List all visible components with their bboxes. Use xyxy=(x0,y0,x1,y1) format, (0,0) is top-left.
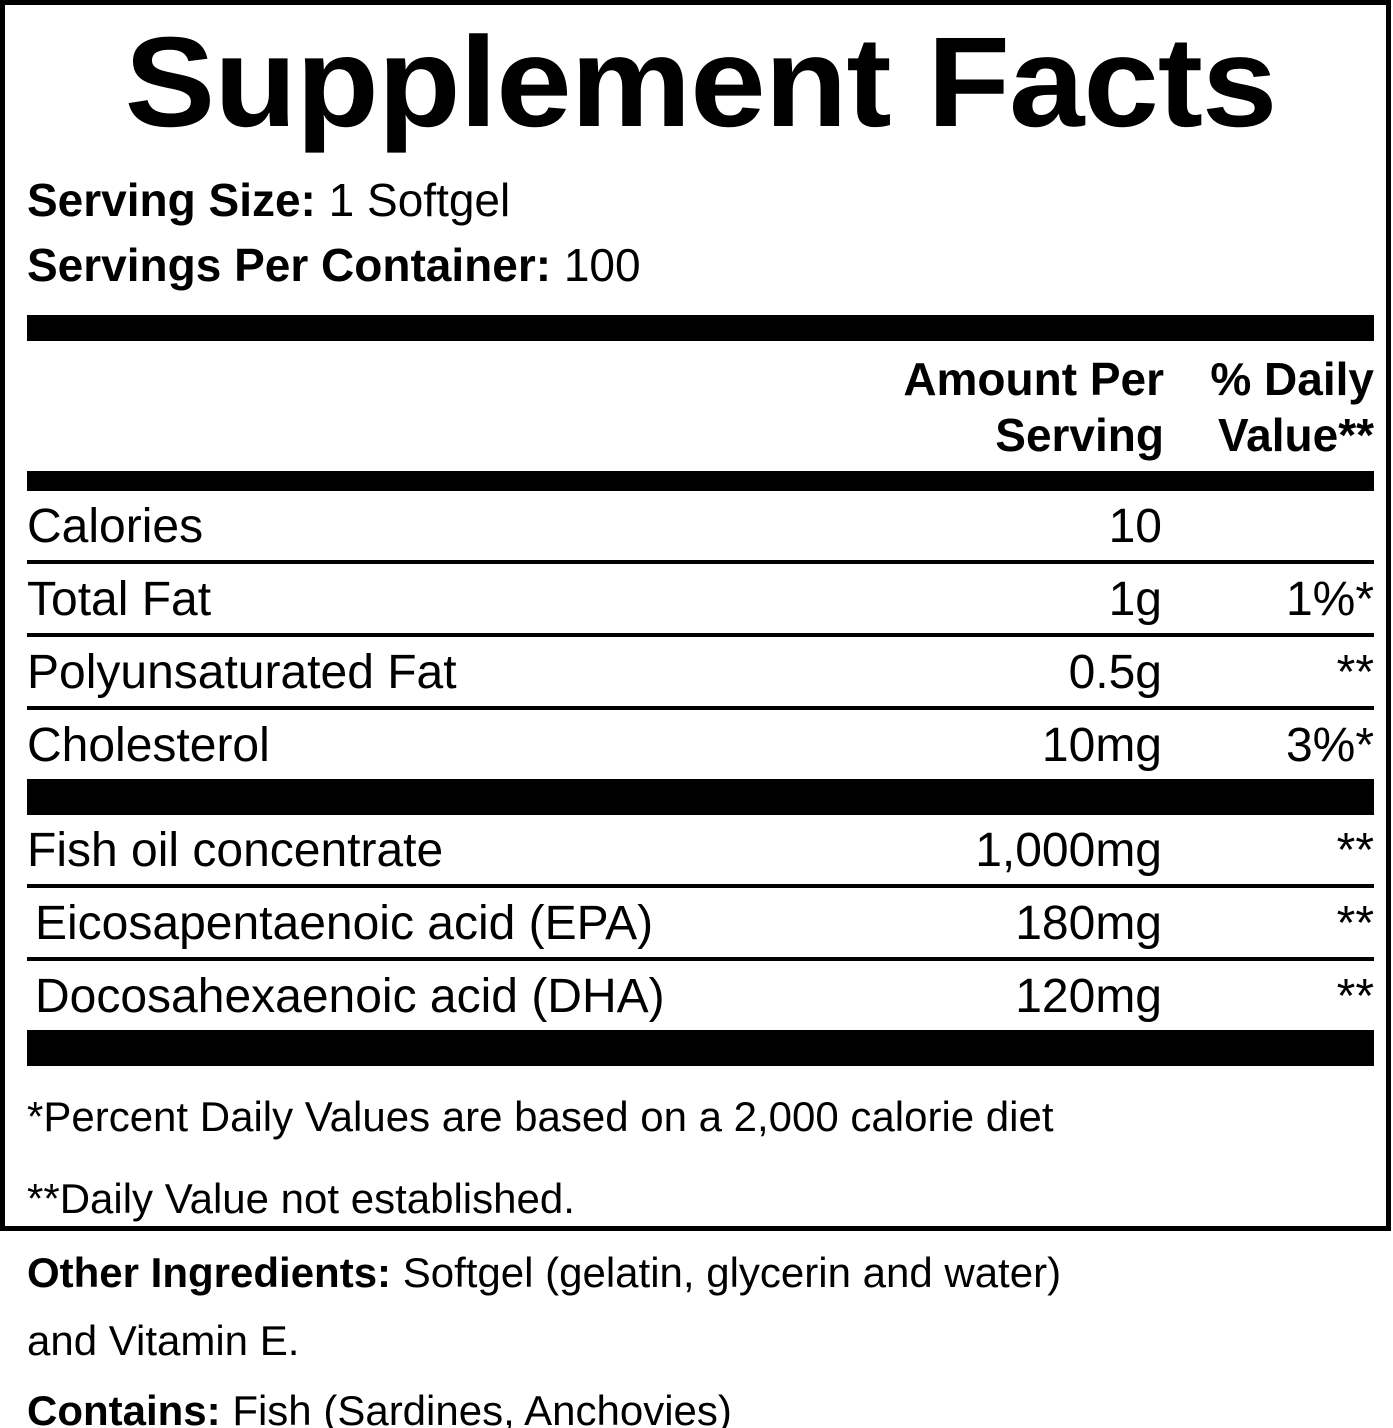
other-ingredients-line: Other Ingredients: Softgel (gelatin, gly… xyxy=(27,1252,1367,1294)
column-header-percent-daily-value: % Daily Value** xyxy=(1210,352,1374,461)
serving-size-line: Serving Size: 1 Softgel xyxy=(27,171,1374,230)
serving-size-value: 1 Softgel xyxy=(315,174,511,226)
row-divider xyxy=(27,883,1374,888)
nutrient-name: Calories xyxy=(27,499,204,553)
nutrient-amount: 10 xyxy=(1108,499,1162,553)
column-header-amount-per-serving: Amount Per Serving xyxy=(903,352,1164,461)
row-divider xyxy=(27,559,1374,564)
nutrient-amount: 120mg xyxy=(1015,969,1162,1023)
other-ingredients-label: Other Ingredients: xyxy=(27,1249,392,1296)
footnote-percent-daily-values: *Percent Daily Values are based on a 2,0… xyxy=(27,1092,1054,1140)
nutrient-rows-group-one: Calories 10 Total Fat 1g 1%* Polyunsaturated … xyxy=(27,491,1374,779)
nutrient-amount: 10mg xyxy=(1041,718,1162,772)
nutrient-name: Polyunsaturated Fat xyxy=(27,645,457,699)
row-divider xyxy=(27,632,1374,637)
nutrient-amount: 180mg xyxy=(1015,896,1162,950)
footnote-daily-value-not-established: **Daily Value not established. xyxy=(27,1174,575,1222)
nutrient-amount: 0.5g xyxy=(1068,645,1162,699)
nutrient-name: Eicosapentaenoic acid (EPA) xyxy=(35,896,654,950)
page-title: Supplement Facts xyxy=(124,11,1278,154)
contains-line: Contains: Fish (Sardines, Anchovies) xyxy=(27,1390,1367,1428)
nutrient-name: Fish oil concentrate xyxy=(27,823,444,877)
nutrient-row: Calories 10 xyxy=(27,491,1374,560)
contains-value: Fish (Sardines, Anchovies) xyxy=(220,1387,732,1428)
nutrient-daily-value: 3%* xyxy=(1285,718,1374,772)
nutrient-amount: 1g xyxy=(1108,572,1162,626)
nutrient-daily-value: ** xyxy=(1336,969,1374,1023)
rule-thick-bottom xyxy=(27,1029,1374,1066)
panel-inner: Supplement Facts Serving Size: 1 Softgel… xyxy=(27,5,1374,1226)
other-ingredients-value: Softgel (gelatin, glycerin and water) xyxy=(391,1249,1062,1296)
nutrient-daily-value: ** xyxy=(1336,645,1374,699)
nutrient-row: Docosahexaenoic acid (DHA) 120mg ** xyxy=(27,961,1374,1030)
nutrient-row: Fish oil concentrate 1,000mg ** xyxy=(27,815,1374,884)
nutrient-name: Total Fat xyxy=(27,572,212,626)
nutrient-row: Total Fat 1g 1%* xyxy=(27,564,1374,633)
nutrient-daily-value: 1%* xyxy=(1285,572,1374,626)
nutrient-amount: 1,000mg xyxy=(975,823,1162,877)
servings-per-container-line: Servings Per Container: 100 xyxy=(27,236,1374,295)
rule-thick-under-headers xyxy=(27,470,1374,491)
nutrient-name: Cholesterol xyxy=(27,718,270,772)
nutrient-daily-value xyxy=(1178,534,1374,542)
nutrient-row: Eicosapentaenoic acid (EPA) 180mg ** xyxy=(27,888,1374,957)
row-divider xyxy=(27,956,1374,961)
contains-label: Contains: xyxy=(27,1387,221,1428)
other-ingredients-continued-line: and Vitamin E. xyxy=(27,1320,1367,1362)
serving-size-label: Serving Size: xyxy=(27,174,316,226)
row-divider xyxy=(27,705,1374,710)
rule-thick-mid xyxy=(27,778,1374,815)
servings-per-container-label: Servings Per Container: xyxy=(27,238,552,291)
nutrient-daily-value: ** xyxy=(1336,896,1374,950)
ingredients-block: Other Ingredients: Softgel (gelatin, gly… xyxy=(27,1252,1367,1428)
nutrient-row: Cholesterol 10mg 3%* xyxy=(27,710,1374,779)
supplement-facts-panel: Supplement Facts Serving Size: 1 Softgel… xyxy=(0,0,1391,1231)
column-headers: Amount Per Serving % Daily Value** xyxy=(27,341,1374,471)
nutrient-daily-value: ** xyxy=(1336,823,1374,877)
nutrient-row: Polyunsaturated Fat 0.5g ** xyxy=(27,637,1374,706)
rule-thick-top xyxy=(27,314,1374,341)
footnotes: *Percent Daily Values are based on a 2,0… xyxy=(27,1066,1374,1220)
servings-per-container-value: 100 xyxy=(551,238,641,291)
other-ingredients-continued: and Vitamin E. xyxy=(27,1317,300,1364)
nutrient-rows-group-two: Fish oil concentrate 1,000mg ** Eicosapenta… xyxy=(27,815,1374,1030)
nutrient-name: Docosahexaenoic acid (DHA) xyxy=(35,969,665,1023)
